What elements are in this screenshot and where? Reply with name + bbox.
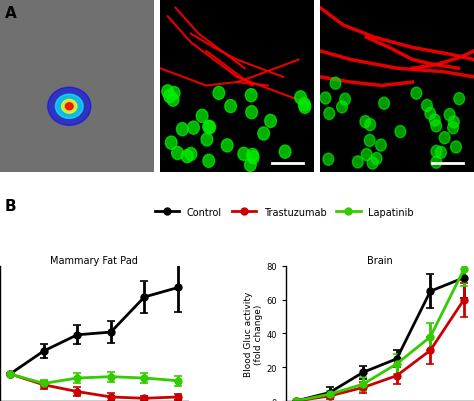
Circle shape xyxy=(185,148,197,161)
Circle shape xyxy=(204,121,216,134)
Circle shape xyxy=(436,147,447,159)
Circle shape xyxy=(439,132,450,144)
Circle shape xyxy=(395,126,406,138)
Circle shape xyxy=(431,146,442,158)
Circle shape xyxy=(365,135,375,147)
Circle shape xyxy=(182,150,193,163)
Circle shape xyxy=(411,88,422,100)
Circle shape xyxy=(361,149,372,161)
Circle shape xyxy=(431,157,442,169)
Circle shape xyxy=(431,120,442,133)
Circle shape xyxy=(238,148,250,161)
Text: B: B xyxy=(5,198,17,213)
Ellipse shape xyxy=(65,103,73,110)
Circle shape xyxy=(444,109,455,122)
Circle shape xyxy=(165,137,177,150)
Circle shape xyxy=(425,108,436,120)
Circle shape xyxy=(221,140,233,153)
Circle shape xyxy=(371,153,382,165)
Circle shape xyxy=(247,152,259,165)
Circle shape xyxy=(258,128,270,141)
Circle shape xyxy=(213,87,225,100)
Circle shape xyxy=(448,117,459,129)
Ellipse shape xyxy=(62,100,77,114)
Circle shape xyxy=(203,121,215,134)
Circle shape xyxy=(454,93,465,105)
Circle shape xyxy=(340,94,350,106)
Circle shape xyxy=(176,123,188,136)
Circle shape xyxy=(201,134,213,147)
Circle shape xyxy=(246,106,257,119)
Circle shape xyxy=(367,158,378,170)
Circle shape xyxy=(429,115,440,127)
Circle shape xyxy=(225,100,237,113)
Circle shape xyxy=(162,85,173,99)
Ellipse shape xyxy=(48,88,91,126)
Circle shape xyxy=(421,100,432,112)
Circle shape xyxy=(299,98,310,111)
Circle shape xyxy=(375,140,386,152)
Circle shape xyxy=(337,101,347,113)
Circle shape xyxy=(451,142,461,154)
Circle shape xyxy=(188,122,200,135)
Circle shape xyxy=(246,89,257,103)
Text: A: A xyxy=(5,6,17,21)
Circle shape xyxy=(264,115,276,128)
Ellipse shape xyxy=(55,95,83,119)
Circle shape xyxy=(330,78,341,90)
Circle shape xyxy=(245,159,256,172)
Circle shape xyxy=(172,147,183,160)
Circle shape xyxy=(324,108,335,120)
Circle shape xyxy=(447,122,458,134)
Circle shape xyxy=(353,156,363,168)
Legend: Control, Trastuzumab, Lapatinib: Control, Trastuzumab, Lapatinib xyxy=(151,203,418,221)
Y-axis label: Blood Gluc activity
(fold change): Blood Gluc activity (fold change) xyxy=(244,291,264,376)
Circle shape xyxy=(365,119,375,131)
Circle shape xyxy=(299,101,311,114)
Circle shape xyxy=(196,110,208,123)
Circle shape xyxy=(246,149,258,162)
Circle shape xyxy=(295,91,306,105)
Circle shape xyxy=(320,93,331,105)
Circle shape xyxy=(379,98,390,110)
Circle shape xyxy=(323,154,334,166)
Title: Mammary Fat Pad: Mammary Fat Pad xyxy=(50,255,138,265)
Circle shape xyxy=(279,146,291,159)
Circle shape xyxy=(167,94,179,107)
Circle shape xyxy=(168,87,180,100)
Circle shape xyxy=(360,116,371,128)
Circle shape xyxy=(164,90,175,103)
Title: Brain: Brain xyxy=(367,255,393,265)
Circle shape xyxy=(203,155,215,168)
